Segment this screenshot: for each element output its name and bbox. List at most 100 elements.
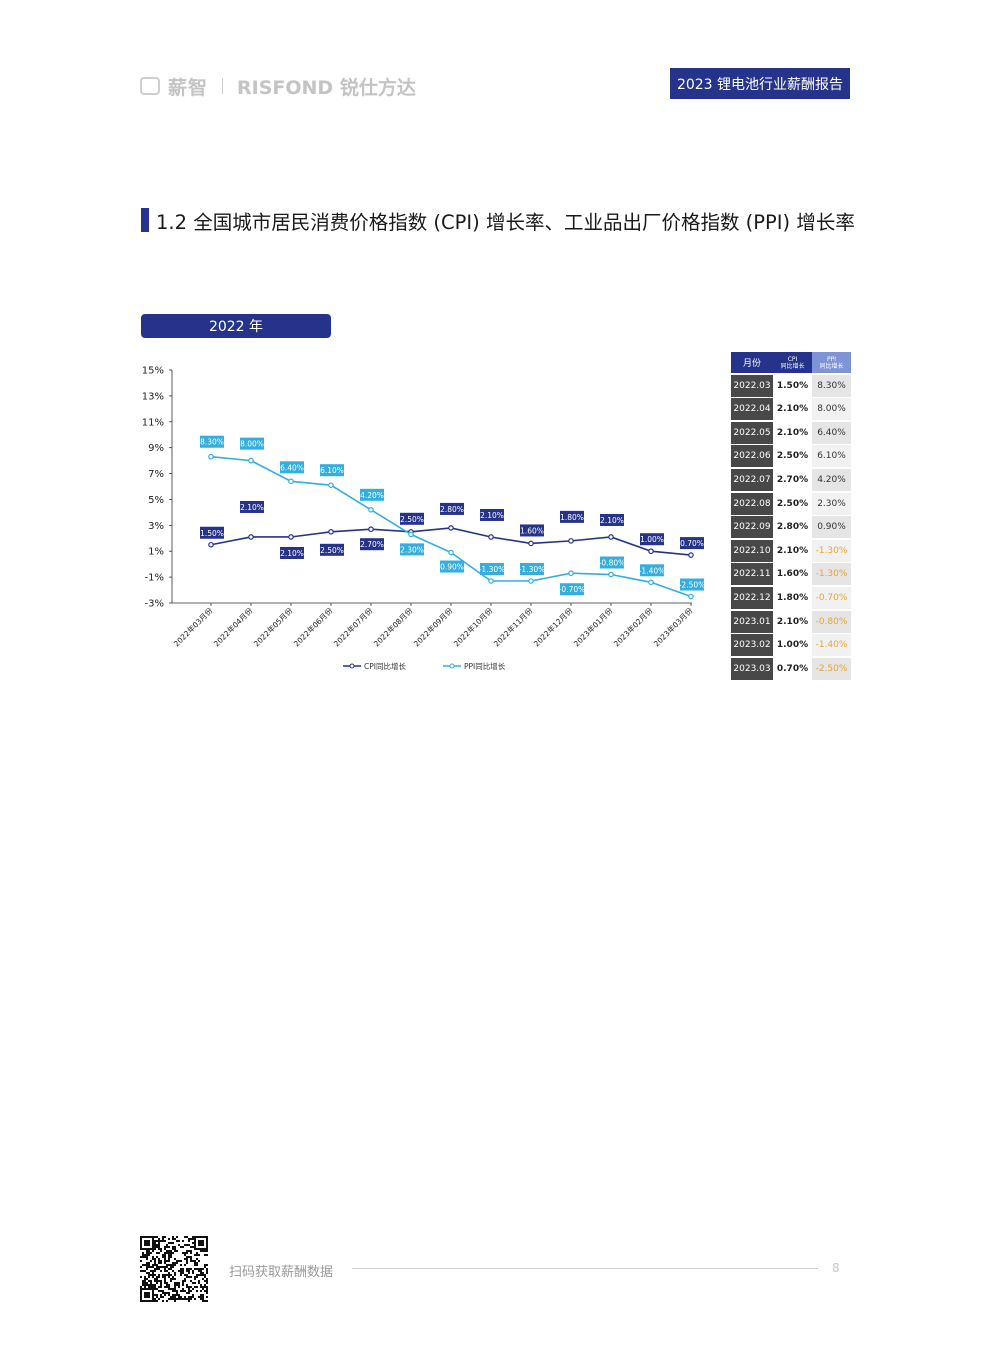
x-tick-label: 2022年08月份: [371, 605, 415, 649]
cell-ppi: -0.80%: [812, 610, 851, 633]
qr-module: [174, 1262, 176, 1264]
cell-ppi: -2.50%: [812, 657, 851, 680]
logo-xinzhi: 薪智: [168, 76, 209, 99]
qr-module: [164, 1282, 166, 1284]
qr-module: [186, 1256, 188, 1258]
qr-module: [154, 1260, 156, 1262]
qr-module: [172, 1266, 174, 1268]
cpi-point: [488, 534, 494, 540]
qr-module: [162, 1290, 164, 1292]
qr-module: [140, 1266, 142, 1268]
qr-module: [164, 1256, 166, 1258]
ppi-data-label: 6.40%: [280, 463, 304, 472]
qr-module: [158, 1280, 160, 1282]
table-row: 2023.03 0.70% -2.50%: [731, 657, 851, 680]
qr-module: [150, 1270, 152, 1272]
qr-module: [184, 1244, 186, 1246]
qr-module: [148, 1272, 150, 1274]
qr-module: [194, 1276, 196, 1278]
qr-module: [170, 1278, 172, 1280]
qr-module: [194, 1282, 196, 1284]
cpi-data-label-box: [520, 524, 544, 537]
qr-module: [168, 1272, 170, 1274]
qr-module: [150, 1274, 152, 1276]
qr-module: [166, 1266, 168, 1268]
qr-module: [146, 1272, 148, 1274]
qr-module: [158, 1298, 160, 1300]
qr-module: [204, 1266, 206, 1268]
cpi-data-label: 2.10%: [600, 516, 624, 525]
ppi-point: [408, 531, 414, 538]
ppi-data-label: -0.80%: [599, 559, 626, 568]
qr-module: [180, 1290, 182, 1292]
qr-module: [168, 1250, 170, 1252]
ppi-data-label-box: [640, 564, 664, 577]
qr-module: [172, 1276, 174, 1278]
qr-module: [170, 1256, 172, 1258]
qr-module: [156, 1276, 158, 1278]
ppi-data-label-box: [560, 583, 584, 596]
qr-module: [206, 1296, 208, 1298]
qr-module: [164, 1286, 166, 1288]
qr-module: [200, 1296, 202, 1298]
qr-module: [150, 1280, 152, 1282]
qr-module: [164, 1294, 166, 1296]
ppi-data-label-box: [680, 578, 704, 591]
cpi-point: [528, 540, 534, 547]
cell-cpi: 2.10%: [773, 610, 812, 633]
qr-module: [158, 1238, 160, 1240]
qr-module: [166, 1244, 168, 1246]
qr-module: [172, 1270, 174, 1272]
cpi-data-label-box: [680, 537, 704, 550]
qr-module: [158, 1242, 160, 1244]
ppi-data-label-box: [360, 488, 384, 501]
qr-module: [152, 1274, 154, 1276]
y-tick-label: 5%: [148, 495, 164, 506]
qr-module: [184, 1236, 186, 1238]
qr-module: [198, 1254, 200, 1256]
cpi-point: [568, 538, 574, 544]
qr-module: [146, 1264, 148, 1266]
qr-module: [156, 1280, 158, 1282]
qr-module: [206, 1264, 208, 1266]
qr-module: [200, 1272, 202, 1274]
header-cpi: CPI 同比增长: [773, 352, 812, 373]
ppi-data-label: 6.10%: [320, 466, 344, 475]
qr-module: [192, 1282, 194, 1284]
qr-module: [178, 1240, 180, 1242]
ppi-point: [448, 549, 454, 556]
y-tick-label: -3%: [145, 599, 164, 610]
qr-module: [166, 1292, 168, 1294]
cell-cpi: 2.10%: [773, 398, 812, 421]
ppi-data-label: 0.90%: [440, 563, 464, 572]
cell-month: 2022.10: [731, 539, 773, 562]
qr-module: [202, 1296, 204, 1298]
qr-module: [200, 1250, 202, 1252]
cpi-data-label-box: [640, 533, 664, 546]
ppi-data-label-box: [480, 562, 504, 575]
qr-module: [188, 1250, 190, 1252]
qr-module: [178, 1298, 180, 1300]
qr-module: [168, 1292, 170, 1294]
qr-module: [186, 1260, 188, 1262]
qr-module: [174, 1246, 176, 1248]
year-badge: 2022 年: [141, 314, 331, 338]
ppi-point: [208, 453, 214, 460]
qr-module: [196, 1252, 198, 1254]
qr-module: [140, 1260, 142, 1262]
qr-module: [162, 1256, 164, 1258]
qr-module: [160, 1248, 162, 1250]
qr-module: [174, 1290, 176, 1292]
qr-module: [186, 1262, 188, 1264]
qr-module: [144, 1264, 146, 1266]
qr-module: [148, 1284, 150, 1286]
x-tick-label: 2023年03月份: [651, 605, 695, 649]
ppi-data-label: -1.30%: [519, 565, 546, 574]
qr-module: [166, 1246, 168, 1248]
qr-module: [152, 1272, 154, 1274]
qr-module: [200, 1298, 202, 1300]
qr-module: [154, 1300, 156, 1302]
x-tick-label: 2022年03月份: [171, 605, 215, 649]
table-row: 2022.08 2.50% 2.30%: [731, 492, 851, 515]
ppi-data-label: -0.70%: [559, 585, 586, 594]
